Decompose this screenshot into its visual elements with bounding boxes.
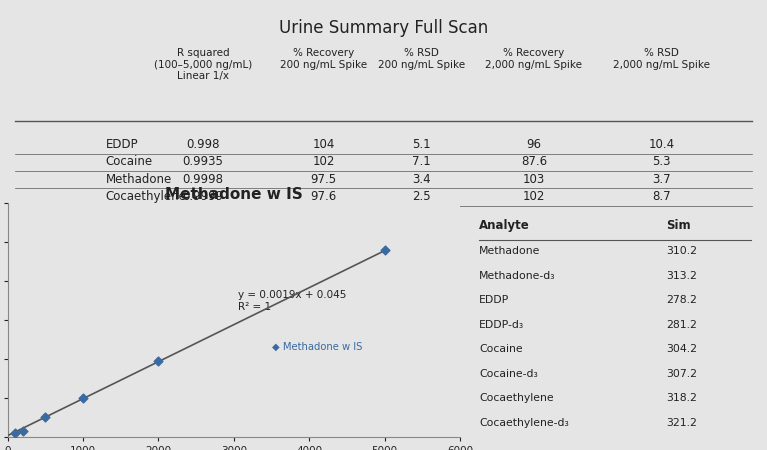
Text: 5.3: 5.3 <box>653 155 671 168</box>
Text: 10.4: 10.4 <box>649 138 675 151</box>
Text: % Recovery
200 ng/mL Spike: % Recovery 200 ng/mL Spike <box>280 48 367 70</box>
Text: Cocaine: Cocaine <box>479 344 523 354</box>
Text: y = 0.0019x + 0.045
R² = 1: y = 0.0019x + 0.045 R² = 1 <box>238 290 346 312</box>
Point <box>39 414 51 421</box>
Text: 318.2: 318.2 <box>666 393 696 403</box>
Text: 313.2: 313.2 <box>666 270 696 281</box>
Text: EDDP-d₃: EDDP-d₃ <box>479 320 525 330</box>
Text: EDDP: EDDP <box>105 138 138 151</box>
Text: 96: 96 <box>526 138 542 151</box>
Point <box>9 429 21 436</box>
Text: EDDP: EDDP <box>479 295 509 305</box>
Text: 3.4: 3.4 <box>412 173 430 186</box>
Text: 97.5: 97.5 <box>311 173 337 186</box>
Text: Methadone-d₃: Methadone-d₃ <box>479 270 555 281</box>
Text: 7.1: 7.1 <box>412 155 430 168</box>
Text: 3.7: 3.7 <box>652 173 671 186</box>
Text: Cocaethylene-d₃: Cocaethylene-d₃ <box>479 418 569 428</box>
Text: Cocaethylene: Cocaethylene <box>105 190 186 203</box>
Text: 310.2: 310.2 <box>666 246 697 256</box>
Text: ◆ Methadone w IS: ◆ Methadone w IS <box>272 342 362 352</box>
Text: 278.2: 278.2 <box>666 295 696 305</box>
Text: 304.2: 304.2 <box>666 344 697 354</box>
Text: 0.998: 0.998 <box>186 138 220 151</box>
Text: 8.7: 8.7 <box>652 190 671 203</box>
Text: 321.2: 321.2 <box>666 418 696 428</box>
Point <box>378 246 390 253</box>
Text: 97.6: 97.6 <box>310 190 337 203</box>
Text: Cocaine-d₃: Cocaine-d₃ <box>479 369 538 379</box>
Text: Cocaethylene: Cocaethylene <box>479 393 554 403</box>
Text: 102: 102 <box>522 190 545 203</box>
Text: 102: 102 <box>312 155 334 168</box>
Point <box>153 357 165 364</box>
Text: 0.9935: 0.9935 <box>183 155 223 168</box>
Text: 2.5: 2.5 <box>412 190 430 203</box>
Text: % Recovery
2,000 ng/mL Spike: % Recovery 2,000 ng/mL Spike <box>486 48 582 70</box>
Title: Methadone w IS: Methadone w IS <box>165 187 303 202</box>
Point <box>77 395 89 402</box>
Text: 281.2: 281.2 <box>666 320 696 330</box>
Text: 103: 103 <box>522 173 545 186</box>
Text: Sim: Sim <box>666 219 690 232</box>
Text: Cocaine: Cocaine <box>105 155 153 168</box>
Text: 5.1: 5.1 <box>412 138 430 151</box>
Text: % RSD
200 ng/mL Spike: % RSD 200 ng/mL Spike <box>377 48 465 70</box>
Text: 87.6: 87.6 <box>521 155 547 168</box>
Text: Urine Summary Full Scan: Urine Summary Full Scan <box>279 19 488 37</box>
Text: Methadone: Methadone <box>479 246 541 256</box>
Text: 104: 104 <box>312 138 334 151</box>
Text: Methadone: Methadone <box>105 173 172 186</box>
Text: Analyte: Analyte <box>479 219 530 232</box>
Text: 307.2: 307.2 <box>666 369 697 379</box>
Point <box>17 428 29 435</box>
Text: 0.9998: 0.9998 <box>183 173 224 186</box>
Text: % RSD
2,000 ng/mL Spike: % RSD 2,000 ng/mL Spike <box>613 48 710 70</box>
Text: 0.9999: 0.9999 <box>183 190 224 203</box>
Text: R squared
(100–5,000 ng/mL)
Linear 1/x: R squared (100–5,000 ng/mL) Linear 1/x <box>154 48 252 81</box>
